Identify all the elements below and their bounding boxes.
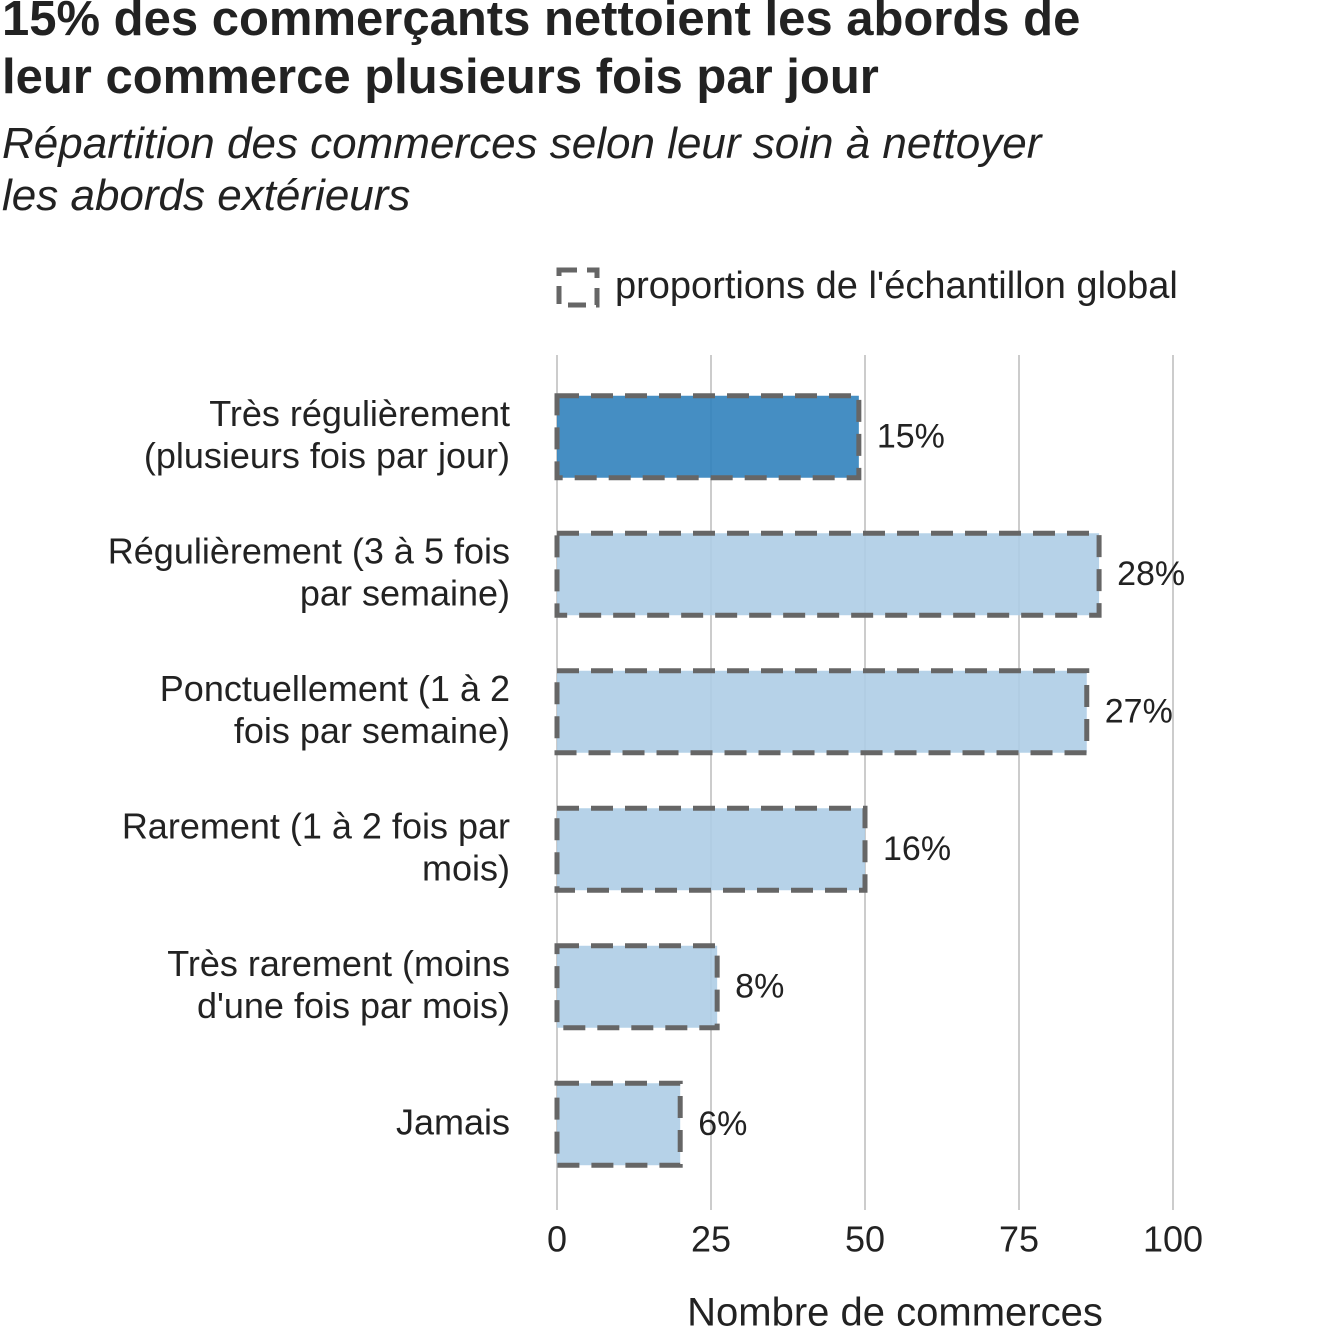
x-tick-label: 50 [845, 1219, 885, 1260]
x-tick-label: 100 [1143, 1219, 1203, 1260]
bar [557, 395, 859, 478]
chart-title: 15% des commerçants nettoient les abords… [2, 0, 1080, 104]
legend-label: proportions de l'échantillon global [615, 265, 1178, 307]
x-axis-title: Nombre de commerces [687, 1291, 1103, 1335]
bar [557, 945, 718, 1028]
bar [557, 1083, 681, 1166]
value-label: 6% [698, 1105, 747, 1143]
bar [557, 670, 1087, 753]
reference-outline [554, 393, 862, 481]
y-tick-label: Rarement (1 à 2 fois par mois) [122, 805, 510, 888]
y-tick-label: Régulièrement (3 à 5 fois par semaine) [108, 530, 510, 613]
value-label: 8% [735, 968, 784, 1006]
y-tick-label: Très rarement (moins d'une fois par mois) [167, 942, 510, 1025]
value-label: 15% [877, 418, 945, 456]
x-tick-label: 25 [691, 1219, 731, 1260]
y-tick-label: Très régulièrement (plusieurs fois par jo… [144, 392, 510, 475]
x-tick-label: 0 [547, 1219, 567, 1260]
chart-subtitle: Répartition des commerces selon leur soi… [2, 119, 1044, 220]
value-label: 28% [1117, 555, 1185, 593]
reference-outline [554, 805, 868, 893]
bar [557, 533, 1100, 616]
x-tick-label: 75 [999, 1219, 1039, 1260]
reference-outline [554, 530, 1102, 618]
bar [557, 808, 865, 891]
reference-outline [554, 943, 720, 1031]
value-label: 27% [1105, 693, 1173, 731]
y-tick-label: Jamais [396, 1101, 510, 1142]
value-label: 16% [883, 830, 951, 868]
y-tick-label: Ponctuellement (1 à 2 fois par semaine) [160, 667, 510, 750]
legend-swatch [556, 267, 600, 308]
